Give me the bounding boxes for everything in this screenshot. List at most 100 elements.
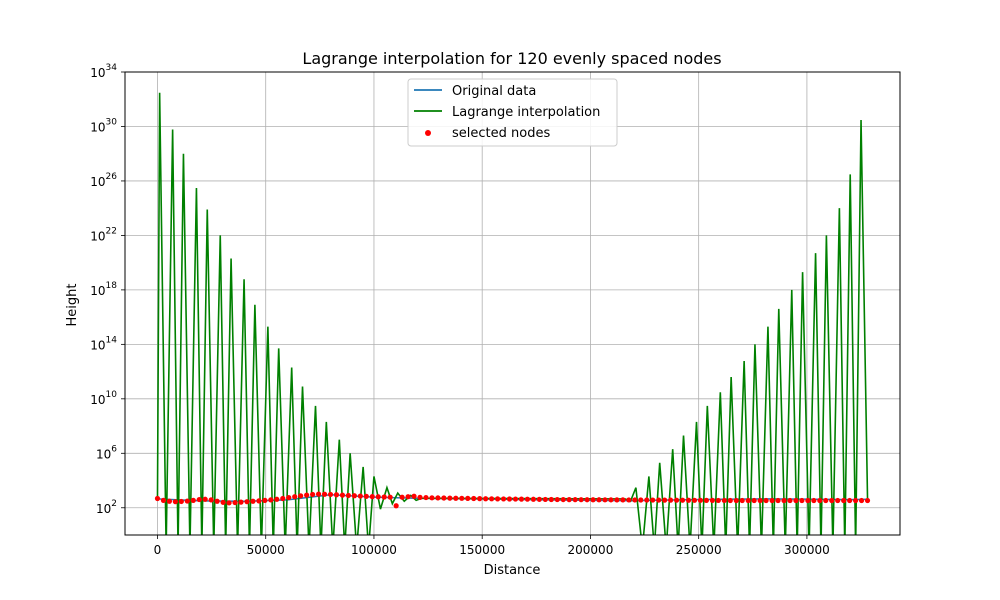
node-point <box>697 497 704 503</box>
node-point <box>817 497 823 504</box>
plot-area <box>154 92 871 535</box>
node-point <box>489 496 495 502</box>
node-point <box>441 495 447 501</box>
node-point <box>506 496 513 502</box>
node-point <box>477 496 483 502</box>
node-point <box>530 496 536 502</box>
node-point <box>691 497 698 503</box>
node-point <box>321 491 328 497</box>
node-point <box>483 496 489 502</box>
node-point <box>721 497 727 504</box>
node-point <box>405 494 411 500</box>
node-point <box>739 497 745 504</box>
x-tick-label: 0 <box>154 543 162 557</box>
x-axis-ticks: 0 50000 100000 150000 200000 250000 300000 <box>154 535 830 557</box>
node-point <box>847 497 853 504</box>
x-tick-label: 300000 <box>784 543 830 557</box>
node-point <box>423 494 429 501</box>
node-point <box>238 499 244 505</box>
node-point <box>387 494 393 500</box>
node-point <box>280 495 286 502</box>
x-tick-label: 250000 <box>676 543 722 557</box>
node-point <box>399 494 405 500</box>
node-point <box>184 498 190 504</box>
node-point <box>799 497 805 504</box>
node-point <box>429 495 435 501</box>
node-point <box>668 497 674 503</box>
node-point <box>435 495 441 501</box>
node-point <box>620 497 626 503</box>
node-point <box>554 496 560 503</box>
node-point <box>679 497 686 503</box>
node-point <box>465 495 471 501</box>
series-selected-nodes <box>154 491 871 509</box>
node-point <box>596 497 602 503</box>
node-point <box>518 496 525 502</box>
node-point <box>775 497 781 504</box>
legend-label-selected-nodes: selected nodes <box>452 126 550 141</box>
node-point <box>160 497 167 503</box>
node-point <box>292 494 298 500</box>
node-point <box>733 497 739 504</box>
node-point <box>315 491 322 497</box>
node-point <box>339 492 346 498</box>
node-point <box>524 496 531 502</box>
node-point <box>644 497 650 503</box>
y-tick-label: 1026 <box>90 172 117 189</box>
node-point <box>214 498 220 504</box>
node-point <box>787 497 793 504</box>
node-point <box>304 492 310 498</box>
node-point <box>411 493 417 499</box>
chart-title: Lagrange interpolation for 120 evenly sp… <box>302 49 721 68</box>
y-tick-label: 1014 <box>90 335 117 352</box>
node-point <box>375 494 381 500</box>
node-point <box>363 493 369 499</box>
node-point <box>178 498 184 505</box>
legend: Original data Lagrange interpolation sel… <box>407 78 618 147</box>
node-point <box>208 497 214 503</box>
node-point <box>608 497 614 503</box>
node-point <box>590 497 596 503</box>
node-point <box>166 498 173 504</box>
node-point <box>256 498 262 504</box>
node-point <box>781 497 787 504</box>
node-point <box>745 497 751 504</box>
node-point <box>494 496 501 502</box>
node-point <box>584 497 590 503</box>
y-axis-ticks: 102 106 1010 1014 1018 1022 1026 1030 1034 <box>90 63 125 516</box>
node-point <box>393 503 399 509</box>
node-point <box>274 496 280 502</box>
node-point <box>345 492 352 499</box>
node-point <box>154 495 161 502</box>
node-point <box>548 496 554 503</box>
node-point <box>333 492 340 498</box>
node-point <box>757 497 763 504</box>
legend-marker-selected-nodes <box>425 130 431 136</box>
node-point <box>244 499 250 505</box>
node-point <box>566 497 572 503</box>
node-point <box>190 497 196 503</box>
node-point <box>327 491 334 498</box>
node-point <box>357 493 363 499</box>
node-point <box>650 497 656 503</box>
x-axis-label: Distance <box>484 563 541 578</box>
y-tick-label: 1018 <box>90 281 117 298</box>
node-point <box>310 491 316 498</box>
node-point <box>220 499 226 505</box>
node-point <box>560 496 566 503</box>
node-point <box>250 498 256 504</box>
node-point <box>841 497 847 504</box>
node-point <box>727 497 733 504</box>
node-point <box>268 497 274 503</box>
node-point <box>447 495 453 501</box>
node-point <box>769 497 775 504</box>
node-point <box>656 497 662 503</box>
node-point <box>626 497 632 503</box>
node-point <box>226 500 232 506</box>
node-point <box>232 499 238 506</box>
node-point <box>578 497 584 503</box>
node-point <box>715 497 721 504</box>
node-point <box>685 497 692 503</box>
node-point <box>703 497 710 503</box>
node-point <box>709 497 715 503</box>
